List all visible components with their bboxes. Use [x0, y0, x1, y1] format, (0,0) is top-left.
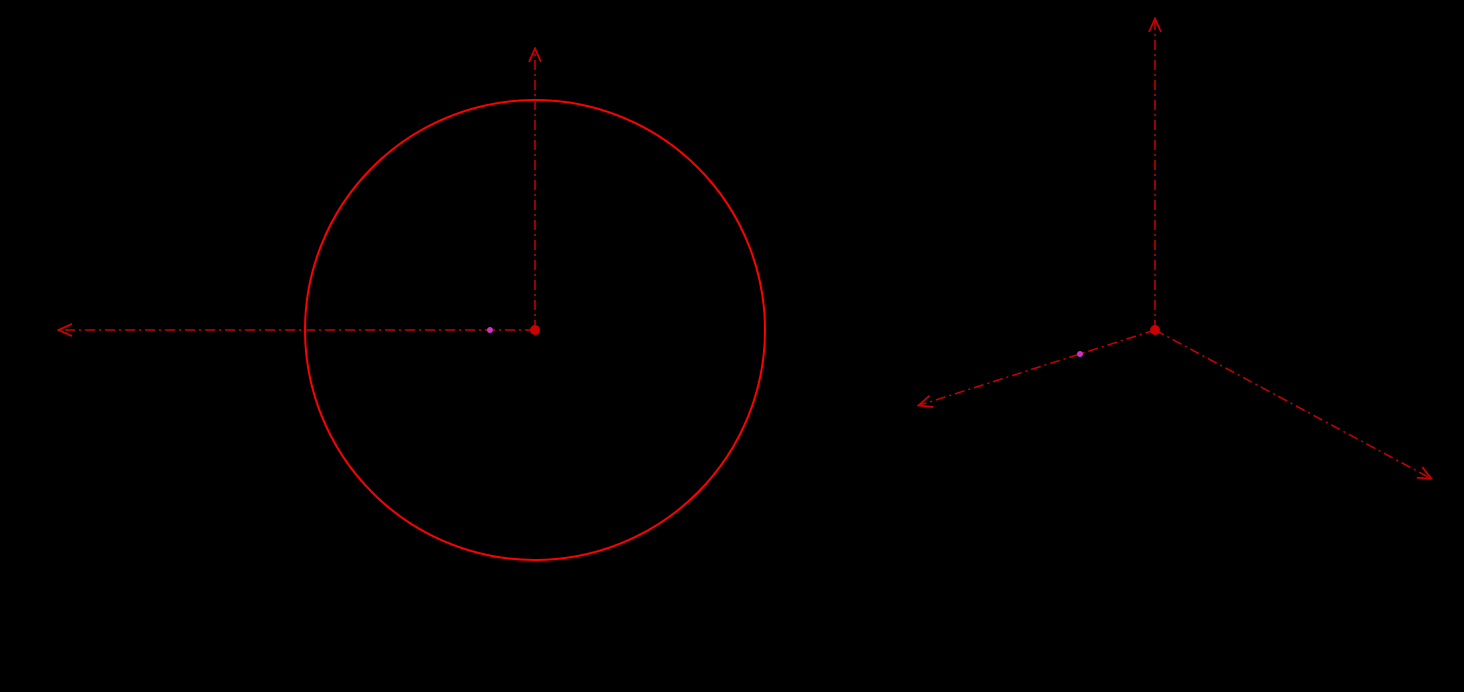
diagram-canvas [0, 0, 1464, 692]
right-origin-point [1150, 325, 1160, 335]
left-accent-point [487, 327, 493, 333]
right-accent-point [1077, 351, 1083, 357]
left-view [60, 50, 765, 560]
right-x-axis [920, 330, 1155, 405]
left-origin-point [530, 325, 540, 335]
right-y-axis [1155, 330, 1430, 478]
right-view [920, 20, 1430, 478]
